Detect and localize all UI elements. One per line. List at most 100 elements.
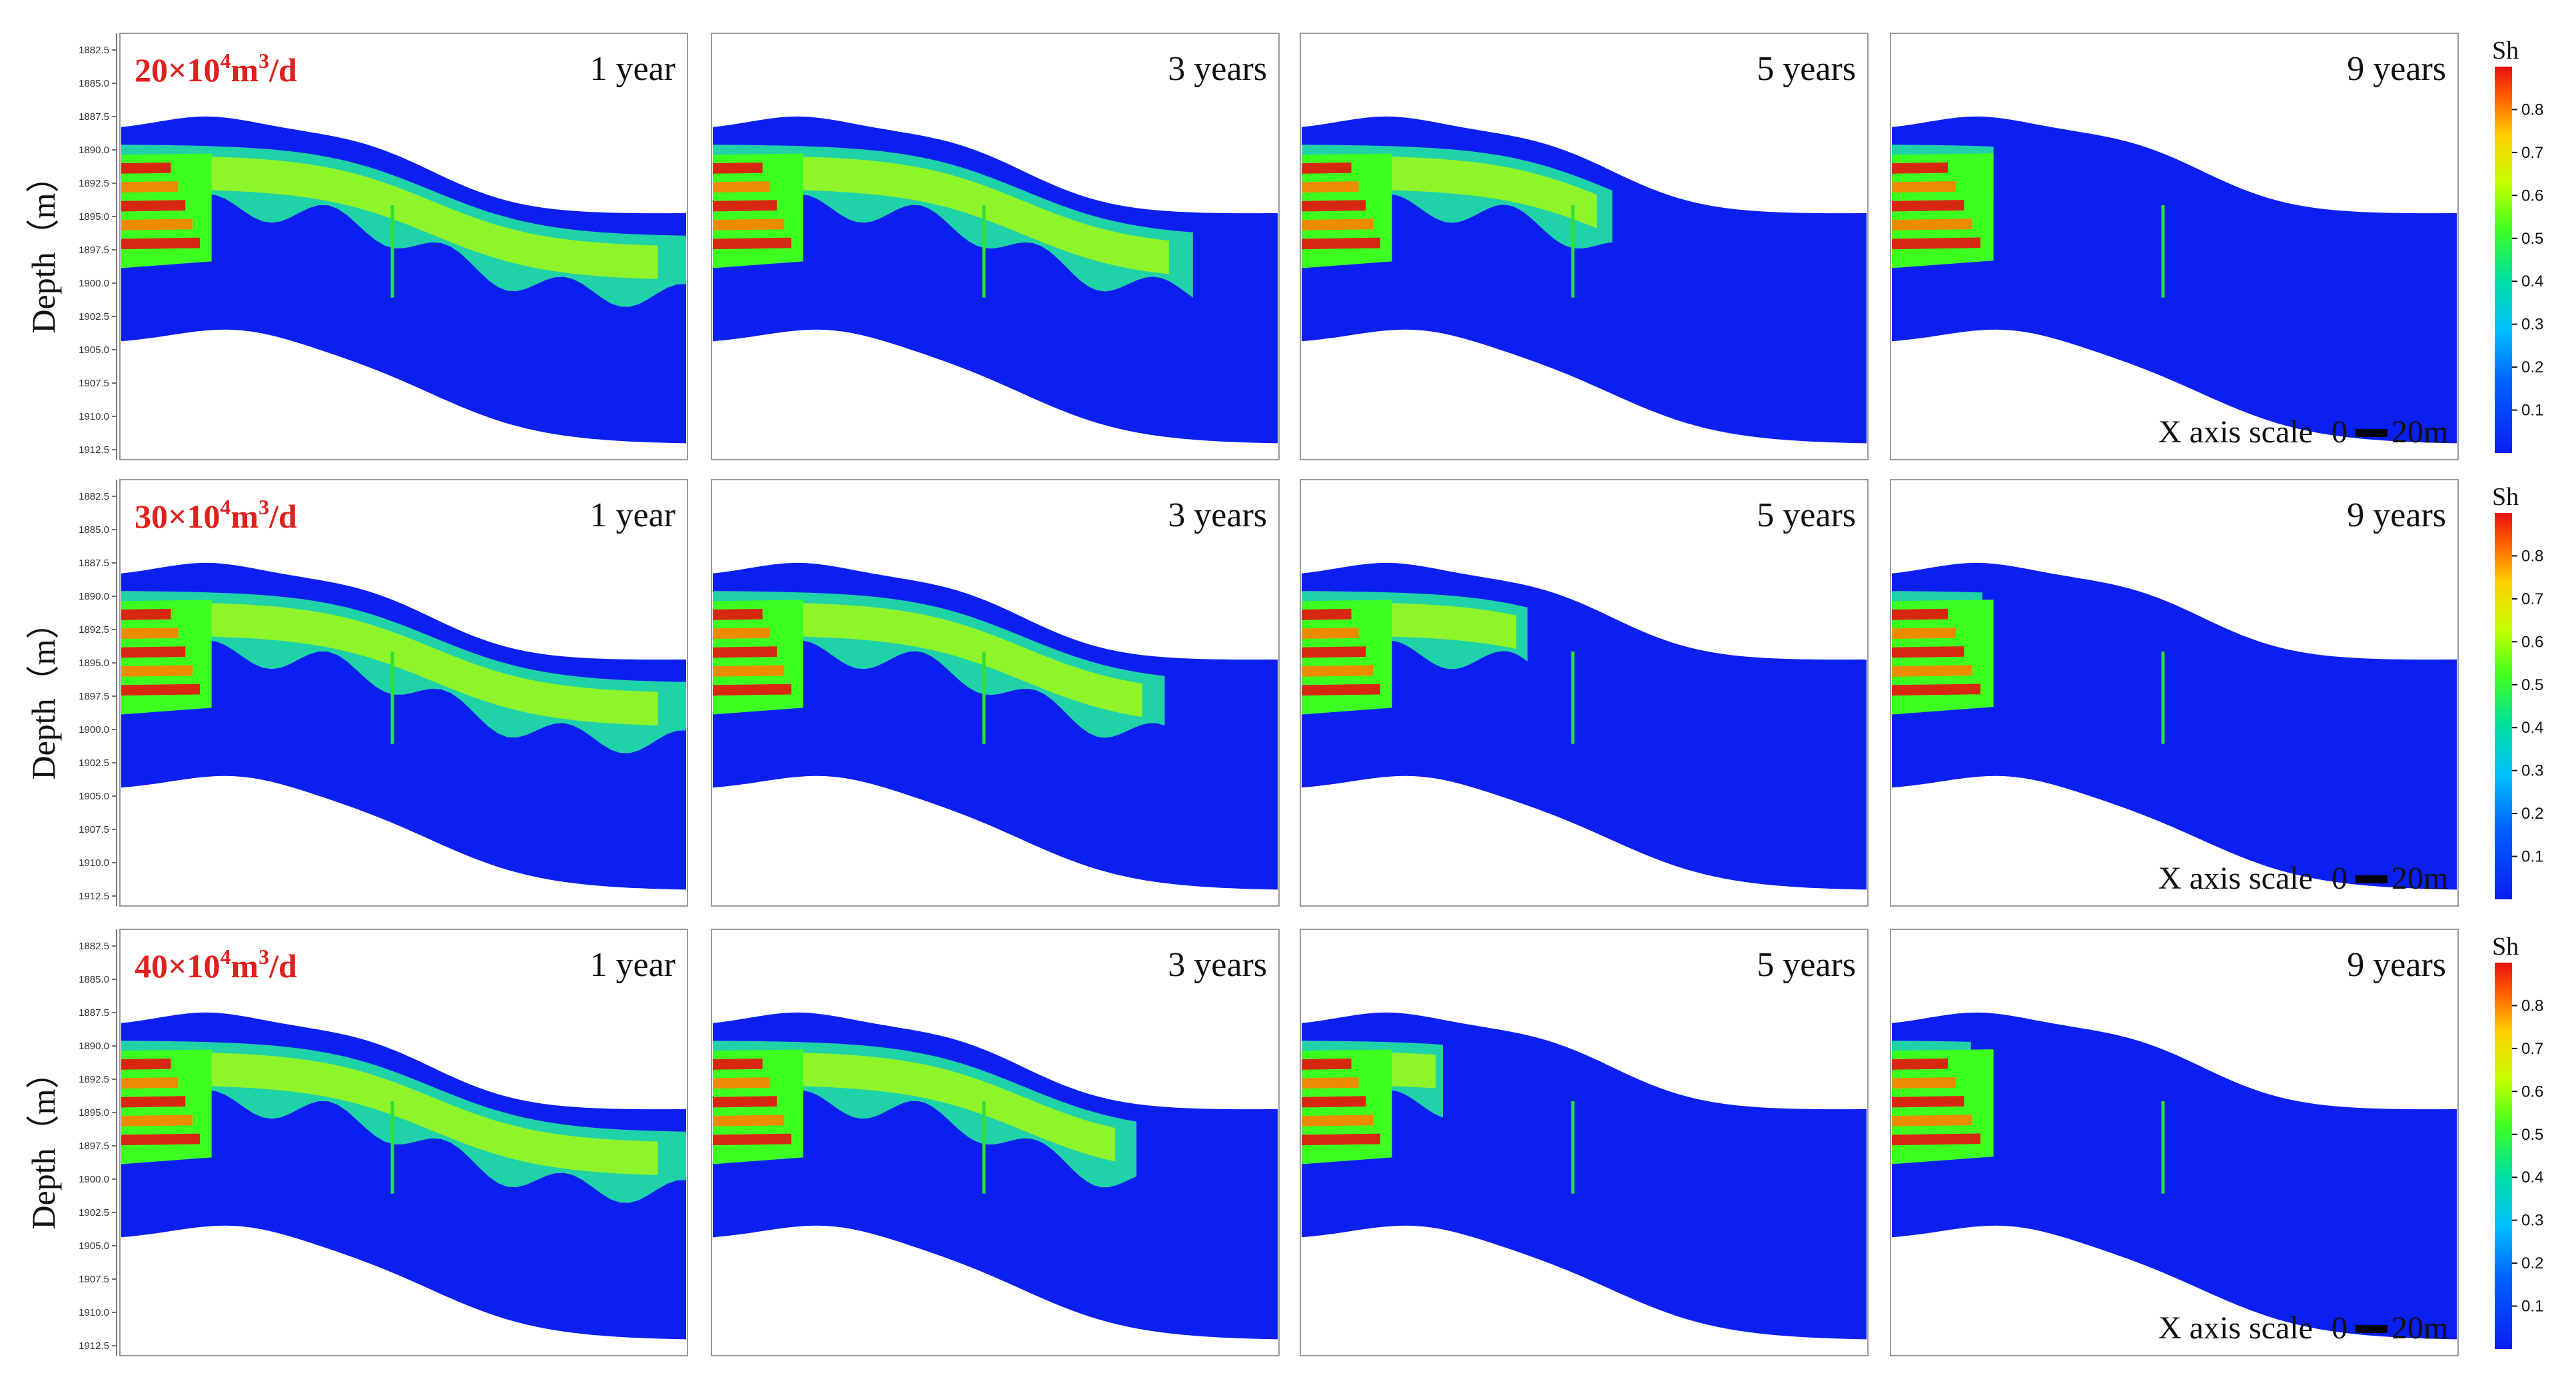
saturation-streak [1892, 1096, 1964, 1108]
scale-bar-label: X axis scale [2158, 414, 2313, 450]
colorbar-tick-label: 0.1 [2521, 1298, 2543, 1316]
rate-label: 30×104m3/d [135, 495, 297, 535]
depth-tick-label: 1905.0 [79, 791, 109, 802]
simulation-panel: 3 years [711, 33, 1280, 460]
saturation-streak [1892, 1077, 1956, 1089]
time-label: 1 year [590, 50, 675, 88]
colorbar: Sh 0.1 0.2 0.3 0.4 0.5 0.6 0.7 0.8 [2492, 933, 2543, 1349]
saturation-streak [1302, 646, 1366, 658]
rate-tail: /d [268, 498, 297, 535]
scale-bar-start: 0 [2332, 414, 2348, 450]
reservoir-body [1892, 1012, 2457, 1340]
rate-exponent: 4 [220, 495, 231, 519]
saturation-streak [713, 1077, 770, 1089]
saturation-streak [1892, 181, 1956, 193]
saturation-streak [121, 200, 186, 212]
depth-tick-label: 1902.5 [79, 757, 109, 769]
colorbar-tick-label: 0.5 [2521, 230, 2543, 248]
saturation-streak [1302, 684, 1380, 696]
colorbar-tick-label: 0.6 [2521, 187, 2543, 205]
depth-tick-label: 1895.0 [79, 658, 109, 669]
colorbar-tick-label: 0.6 [2521, 1083, 2543, 1101]
colorbar-tick-label: 0.4 [2521, 719, 2543, 737]
saturation-streak [1892, 608, 1948, 620]
depth-tick-label: 1900.0 [79, 1174, 109, 1185]
rate-exponent: 4 [220, 49, 231, 73]
depth-axis-title: Depth（m） [25, 1055, 62, 1229]
colorbar-tick-label: 0.2 [2521, 1254, 2543, 1272]
saturation-streak [1302, 1133, 1380, 1146]
colorbar-tick-label: 0.8 [2521, 547, 2543, 565]
saturation-streak [1302, 1115, 1374, 1127]
saturation-streak [1892, 1115, 1972, 1127]
saturation-streak [713, 219, 785, 230]
colorbar-tick-label: 0.6 [2521, 633, 2543, 651]
colorbar-tick-label: 0.8 [2521, 101, 2543, 119]
scale-bar-start: 0 [2332, 1310, 2348, 1346]
scale-bar-end: 20m [2391, 1310, 2448, 1346]
time-label: 3 years [1168, 946, 1267, 984]
colorbar-tick-label: 0.7 [2521, 144, 2543, 162]
depth-tick-label: 1890.0 [79, 591, 109, 602]
time-label: 9 years [2347, 496, 2446, 534]
saturation-streak [121, 219, 193, 230]
rate-unit-exponent: 3 [258, 945, 269, 969]
depth-tick-label: 1910.0 [79, 1307, 109, 1318]
colorbar-title: Sh [2492, 933, 2519, 961]
depth-tick-label: 1887.5 [79, 1007, 109, 1019]
scale-bar: X axis scale 0 20m [2158, 861, 2448, 896]
depth-tick-label: 1890.0 [79, 145, 109, 156]
rate-tail: /d [268, 947, 297, 985]
saturation-streak [1892, 1058, 1948, 1070]
scale-bar: X axis scale 0 20m [2158, 414, 2448, 450]
colorbar-gradient [2495, 67, 2512, 453]
time-label: 5 years [1757, 50, 1856, 88]
depth-tick-label: 1892.5 [79, 178, 109, 189]
saturation-streak [1892, 646, 1964, 658]
colorbar-tick-label: 0.2 [2521, 358, 2543, 376]
rate-tail: /d [268, 51, 297, 89]
saturation-streak [1892, 237, 1980, 250]
saturation-streak [713, 162, 763, 174]
depth-tick-label: 1902.5 [79, 1207, 109, 1218]
scale-bar-rect [2356, 875, 2387, 883]
saturation-streak [1892, 665, 1972, 677]
time-label: 9 years [2347, 50, 2446, 88]
simulation-panel: 3 years [711, 929, 1280, 1356]
saturation-streak [713, 181, 770, 193]
scale-bar-rect [2356, 429, 2387, 437]
time-label: 1 year [590, 946, 675, 984]
simulation-panel: 5 years [1300, 479, 1869, 907]
saturation-streak [121, 608, 171, 620]
depth-tick-label: 1885.0 [79, 78, 109, 89]
colorbar-tick-label: 0.3 [2521, 316, 2543, 334]
saturation-streak [1302, 237, 1380, 250]
colorbars: Sh 0.1 0.2 0.3 0.4 0.5 0.6 0.7 0.8 Sh 0.1 0.2 0.3 0.4… [2492, 37, 2543, 1349]
saturation-streak [713, 608, 763, 620]
scale-bar-start: 0 [2332, 861, 2348, 896]
simulation-panel: 9 years X axis scale 0 20m [1890, 479, 2459, 907]
scale-bar-label: X axis scale [2158, 1310, 2313, 1346]
colorbar-tick-label: 0.7 [2521, 590, 2543, 608]
saturation-streak [1302, 1096, 1366, 1108]
saturation-streak [1892, 1133, 1980, 1146]
time-label: 3 years [1168, 496, 1267, 534]
saturation-streak [1302, 1058, 1352, 1070]
saturation-streak [713, 1115, 785, 1127]
hydrate-band-core [713, 1051, 1116, 1162]
colorbar-gradient [2495, 963, 2512, 1349]
depth-tick-label: 1895.0 [79, 1107, 109, 1119]
colorbar-tick-label: 0.5 [2521, 1126, 2543, 1144]
saturation-streak [121, 628, 179, 640]
colorbar: Sh 0.1 0.2 0.3 0.4 0.5 0.6 0.7 0.8 [2492, 483, 2543, 899]
reservoir-body [1892, 562, 2457, 890]
reservoir-body [1892, 116, 2457, 444]
rate-unit: m [231, 51, 259, 89]
saturation-streak [713, 628, 770, 640]
depth-tick-label: 1890.0 [79, 1041, 109, 1052]
saturation-streak [121, 1096, 186, 1108]
hydrate-band-core [121, 602, 658, 725]
rate-unit: m [231, 947, 259, 985]
depth-tick-label: 1897.5 [79, 244, 109, 256]
time-label: 5 years [1757, 496, 1856, 534]
